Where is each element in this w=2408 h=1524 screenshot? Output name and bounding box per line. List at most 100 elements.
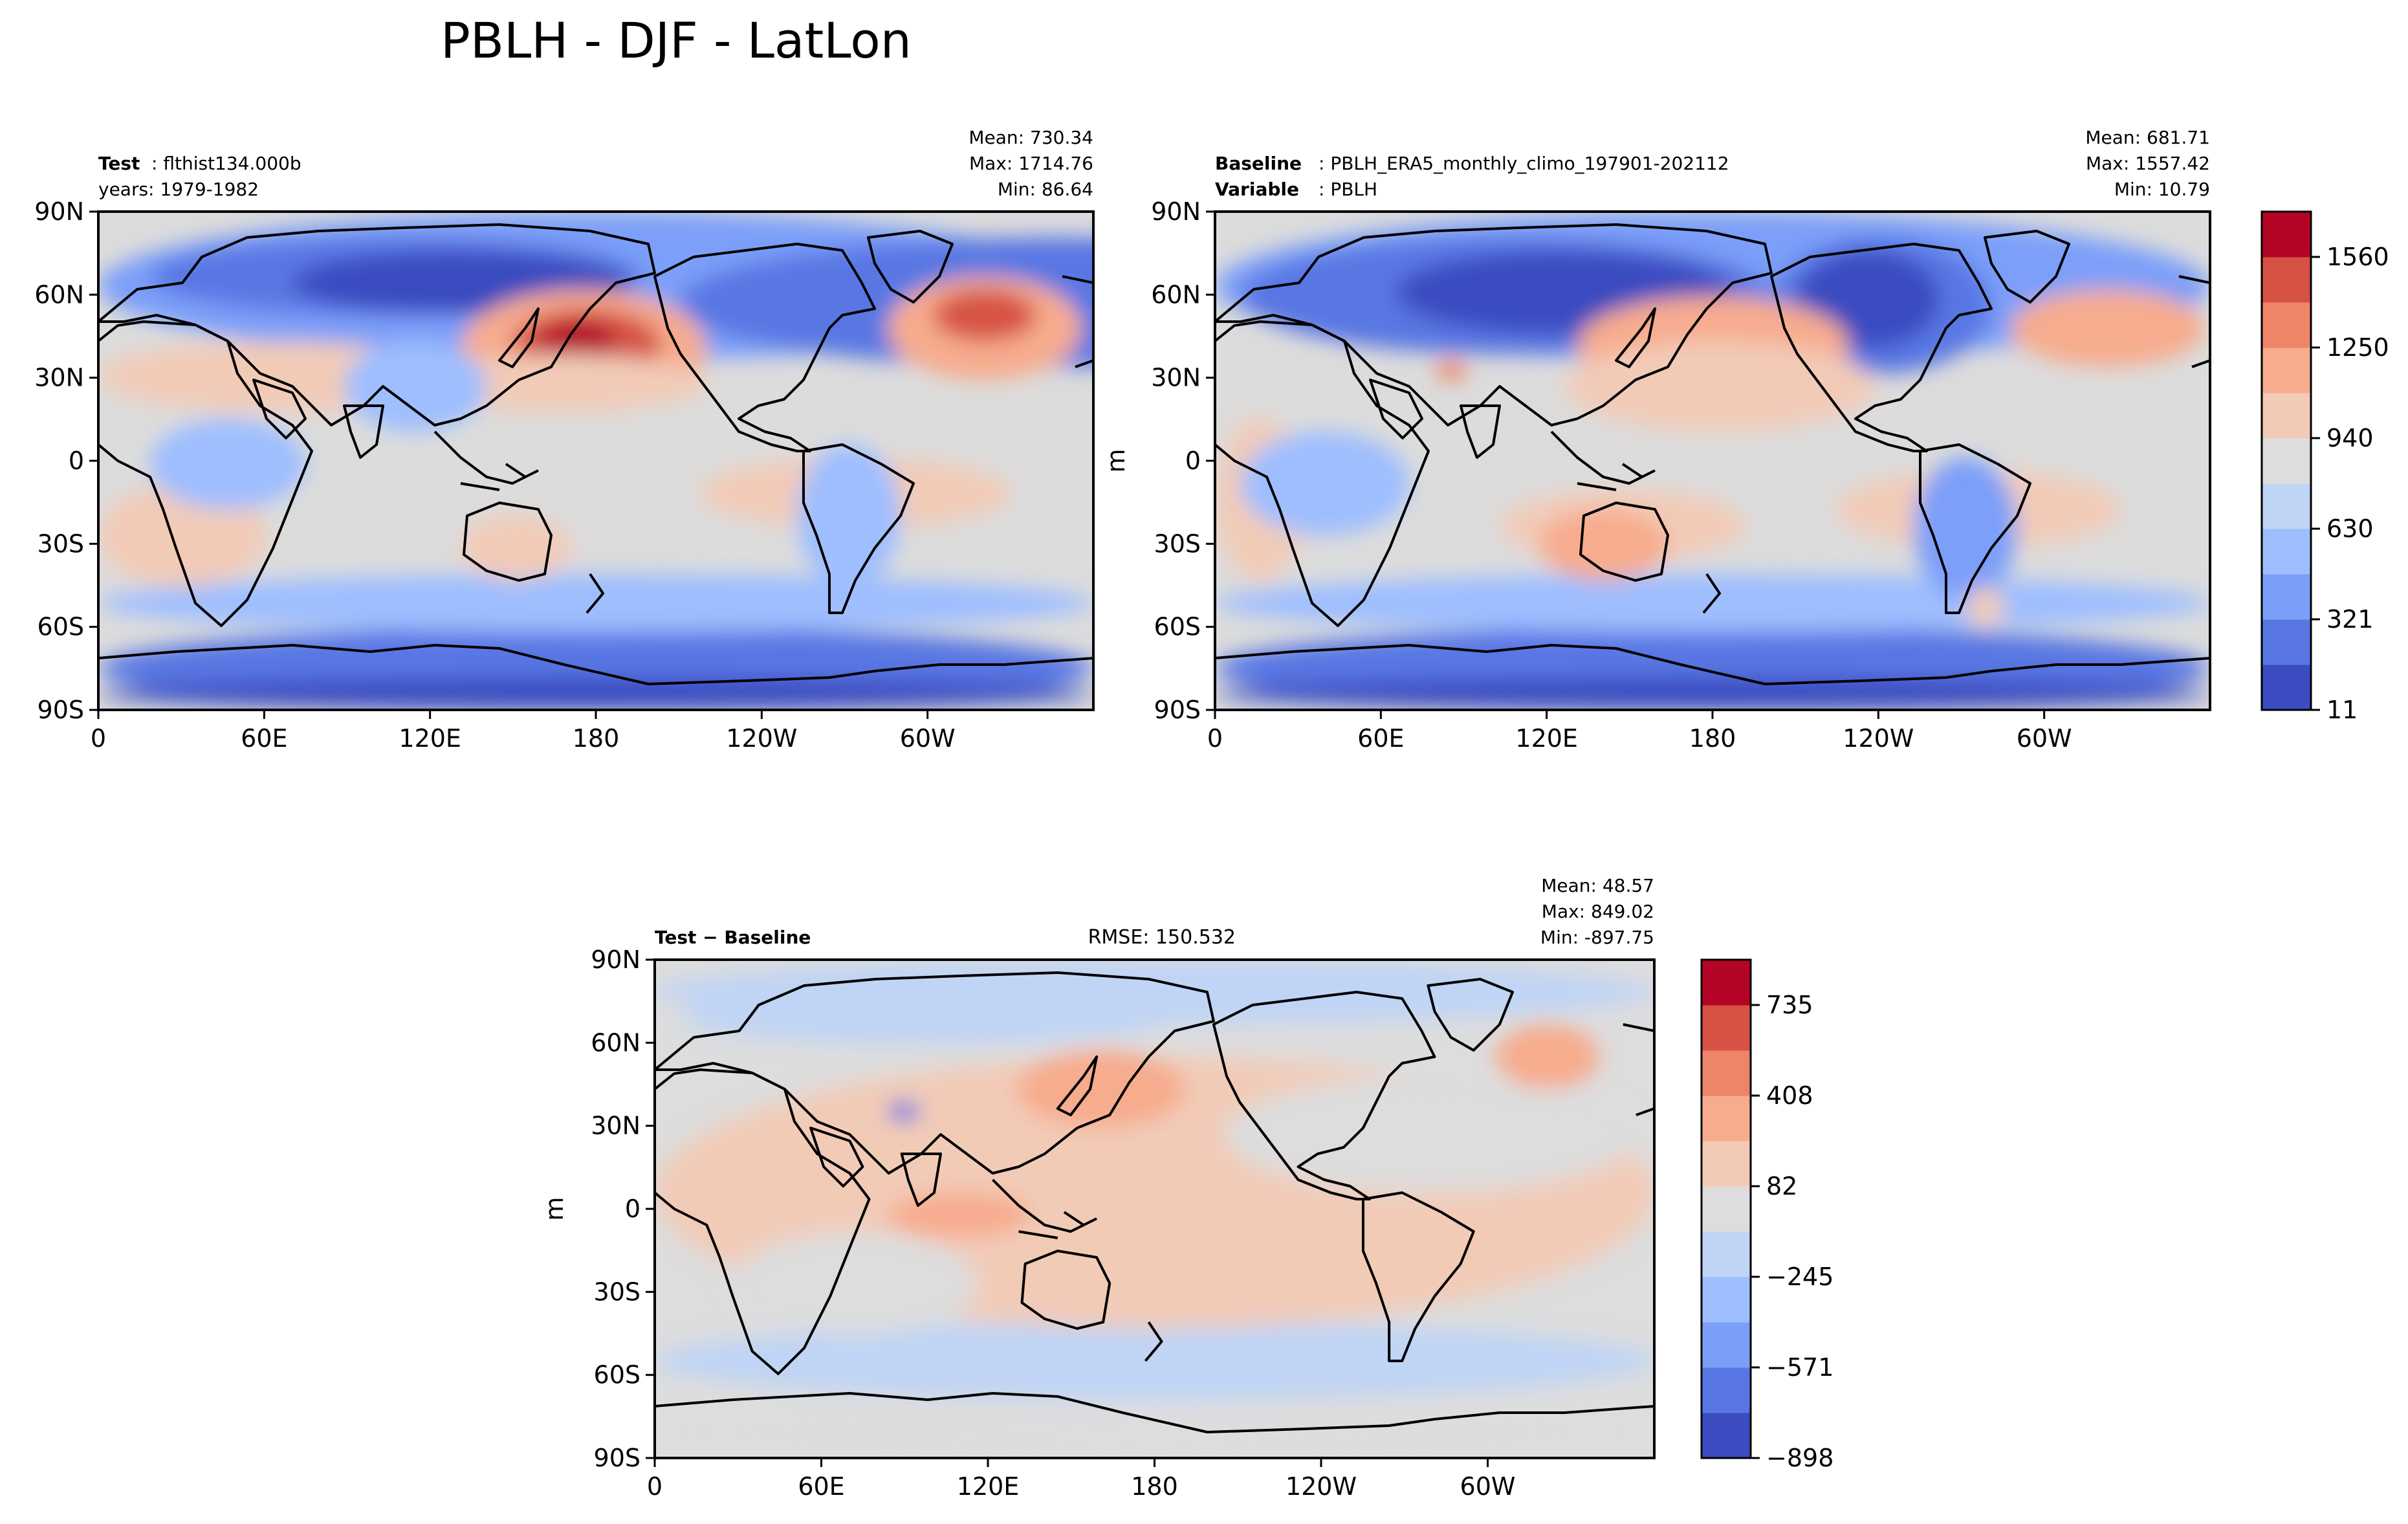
baseline-variable-label: Variable <box>1215 179 1299 200</box>
baseline-info-value: : PBLH_ERA5_monthly_climo_197901-202112 <box>1319 153 1729 174</box>
diff-colorbar-swatch <box>1702 1050 1751 1096</box>
diff-contour-region <box>655 1322 1654 1400</box>
test-stat-max: Max: 1714.76 <box>969 153 1093 174</box>
baseline-field-blobs <box>1215 212 2210 710</box>
baseline-colorbar-swatch <box>2262 483 2311 529</box>
baseline-contour-region <box>1965 587 2004 626</box>
figure-title: PBLH - DJF - LatLon <box>441 12 912 69</box>
diff-colorbar-swatch <box>1702 1413 1751 1459</box>
diff-ytick-label: 30N <box>591 1112 640 1140</box>
diff-stat-mean: Mean: 48.57 <box>1541 875 1654 896</box>
diff-ytick-label: 30S <box>594 1277 640 1306</box>
diff-xtick-label: 60W <box>1460 1472 1516 1501</box>
diff-ytick-label: 90S <box>594 1444 640 1472</box>
diff-ytick-label: 60S <box>594 1361 640 1389</box>
baseline-colorbar-swatch <box>2262 212 2311 258</box>
baseline-colorbar-swatch <box>2262 619 2311 665</box>
diff-colorbar-label: 735 <box>1766 991 1813 1019</box>
diff-contour-region <box>681 992 1172 1044</box>
baseline-field <box>1215 212 2210 710</box>
test-xtick-label: 60E <box>241 724 287 753</box>
diff-ylabel: m <box>540 1197 569 1220</box>
baseline-colorbar-swatch <box>2262 393 2311 439</box>
baseline-ytick-label: 60S <box>1154 613 1201 641</box>
diff-stat-min: Min: -897.75 <box>1540 927 1654 948</box>
diff-ytick-label: 60N <box>591 1028 640 1057</box>
test-stat-mean: Mean: 730.34 <box>969 127 1093 148</box>
baseline-ytick-label: 90N <box>1151 197 1201 226</box>
baseline-contour-region <box>1215 678 2210 710</box>
baseline-colorbar-label: 1250 <box>2326 333 2389 362</box>
diff-colorbar-label: −898 <box>1766 1444 1833 1472</box>
test-ytick-label: 90S <box>38 696 84 724</box>
test-xtick-label: 60W <box>900 724 956 753</box>
test-ytick-label: 90N <box>34 197 84 226</box>
baseline-ytick-label: 0 <box>1185 447 1201 475</box>
diff-contour-region <box>888 1102 920 1121</box>
baseline-colorbar-label: 321 <box>2326 605 2374 634</box>
diff-xtick-label: 0 <box>647 1472 662 1501</box>
test-field-blobs <box>98 212 1093 710</box>
test-contour-region <box>538 322 616 360</box>
test-info-value: : flthist134.000b <box>151 153 301 174</box>
diff-field <box>655 960 1654 1458</box>
diff-colorbar-swatch <box>1702 1277 1751 1323</box>
diff-colorbar-label: −571 <box>1766 1353 1833 1382</box>
test-xtick-label: 180 <box>573 724 620 753</box>
baseline-xtick-label: 60E <box>1357 724 1404 753</box>
test-ytick-label: 60N <box>34 280 84 309</box>
baseline-xtick-label: 120E <box>1515 724 1578 753</box>
diff-colorbar-swatch <box>1702 960 1751 1006</box>
diff-colorbar-swatch <box>1702 1186 1751 1232</box>
baseline-colorbar-swatch <box>2262 302 2311 348</box>
baseline-xtick-label: 60W <box>2017 724 2072 753</box>
test-field <box>98 212 1093 710</box>
baseline-colorbar-swatch <box>2262 438 2311 484</box>
baseline-colorbar-frame <box>2260 210 2312 711</box>
diff-colorbar-swatch <box>1702 1141 1751 1187</box>
baseline-contour-region <box>1564 341 1875 432</box>
baseline-contour-region <box>1435 360 1467 380</box>
test-xtick-label: 120W <box>726 724 797 753</box>
test-ytick-label: 30N <box>34 364 84 392</box>
baseline-xtick-label: 180 <box>1689 724 1736 753</box>
baseline-colorbar-swatch <box>2262 529 2311 575</box>
diff-colorbar-label: 82 <box>1766 1172 1797 1200</box>
test-xtick-label: 120E <box>399 724 461 753</box>
baseline-stat-min: Min: 10.79 <box>2114 179 2210 200</box>
diff-colorbar-swatch <box>1702 1367 1751 1413</box>
diff-xtick-label: 180 <box>1131 1472 1178 1501</box>
diff-colorbar-frame <box>1700 958 1752 1459</box>
diff-colorbar-label: −245 <box>1766 1263 1833 1291</box>
baseline-contour-region <box>1538 509 1668 580</box>
diff-xtick-label: 120E <box>957 1472 1020 1501</box>
diff-colorbar-swatch <box>1702 1005 1751 1051</box>
baseline-stat-max: Max: 1557.42 <box>2086 153 2210 174</box>
test-ytick-label: 0 <box>69 447 84 475</box>
diff-colorbar-swatch <box>1702 1096 1751 1142</box>
baseline-colorbar-swatch <box>2262 574 2311 620</box>
baseline-info-label: Baseline <box>1215 153 1302 174</box>
test-ytick-label: 30S <box>38 529 84 558</box>
test-years: years: 1979-1982 <box>98 179 259 200</box>
diff-colorbar-swatch <box>1702 1322 1751 1368</box>
test-xtick-label: 0 <box>91 724 106 753</box>
test-contour-region <box>344 341 487 432</box>
diff-info-label: Test − Baseline <box>655 927 811 948</box>
diff-contour-region <box>655 1406 1654 1458</box>
baseline-colorbar-label: 940 <box>2326 424 2374 452</box>
baseline-contour-region <box>1241 432 1409 535</box>
diff-contour-region <box>888 1193 1030 1238</box>
test-ytick-label: 60S <box>38 613 84 641</box>
diff-colorbar-swatch <box>1702 1231 1751 1277</box>
test-contour-region <box>933 289 1036 341</box>
diff-contour-region <box>1017 1050 1185 1128</box>
baseline-ytick-label: 60N <box>1151 280 1201 309</box>
baseline-colorbar-swatch <box>2262 348 2311 393</box>
diff-ytick-label: 0 <box>625 1195 640 1223</box>
baseline-ytick-label: 30N <box>1151 364 1201 392</box>
baseline-ytick-label: 90S <box>1154 696 1201 724</box>
diff-contour-region <box>1224 1076 1638 1193</box>
baseline-colorbar-label: 630 <box>2326 514 2374 543</box>
diff-xtick-label: 120W <box>1286 1472 1357 1501</box>
